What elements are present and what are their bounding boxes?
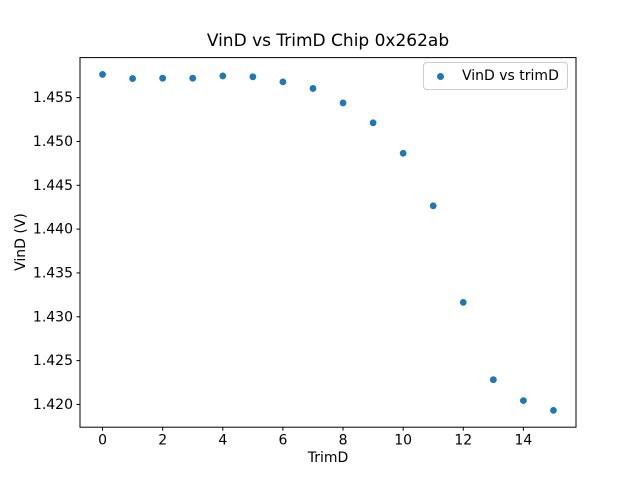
y-tick-label: 1.425 bbox=[33, 353, 73, 369]
x-tick-label: 8 bbox=[339, 433, 348, 449]
y-tick-label: 1.420 bbox=[33, 397, 73, 413]
data-point bbox=[369, 119, 377, 127]
y-tick-label: 1.450 bbox=[33, 134, 73, 150]
data-point bbox=[429, 202, 437, 210]
x-tick-label: 0 bbox=[98, 433, 107, 449]
legend: VinD vs trimD bbox=[423, 62, 568, 90]
y-tick-label: 1.445 bbox=[33, 178, 73, 194]
data-point bbox=[99, 71, 106, 78]
x-axis-label: TrimD bbox=[307, 450, 349, 466]
data-point bbox=[459, 298, 467, 306]
axes-frame bbox=[79, 57, 577, 428]
data-point bbox=[309, 85, 317, 92]
y-tick-label: 1.435 bbox=[33, 265, 73, 281]
data-point bbox=[249, 73, 257, 81]
y-axis-label: VinD (V) bbox=[13, 213, 29, 271]
data-point bbox=[129, 75, 137, 82]
data-point bbox=[159, 74, 167, 82]
legend-marker-icon bbox=[437, 72, 444, 80]
x-tick-label: 4 bbox=[218, 433, 227, 449]
x-tick-label: 14 bbox=[514, 433, 532, 449]
data-point bbox=[219, 72, 227, 80]
y-tick-label: 1.455 bbox=[33, 90, 73, 106]
data-point bbox=[189, 74, 197, 82]
data-point bbox=[339, 99, 347, 107]
chart-title: VinD vs TrimD Chip 0x262ab bbox=[206, 31, 450, 51]
x-tick-label: 12 bbox=[454, 433, 472, 449]
data-point bbox=[399, 149, 407, 157]
x-tick-label: 2 bbox=[158, 433, 167, 449]
data-point bbox=[489, 376, 497, 384]
legend-label: VinD vs trimD bbox=[462, 68, 559, 84]
y-tick-label: 1.430 bbox=[33, 309, 73, 325]
data-point bbox=[550, 406, 557, 414]
data-point bbox=[279, 78, 287, 86]
x-tick-label: 6 bbox=[278, 433, 287, 449]
data-point bbox=[519, 397, 527, 405]
y-tick-label: 1.440 bbox=[33, 222, 73, 238]
x-tick-label: 10 bbox=[394, 433, 412, 449]
